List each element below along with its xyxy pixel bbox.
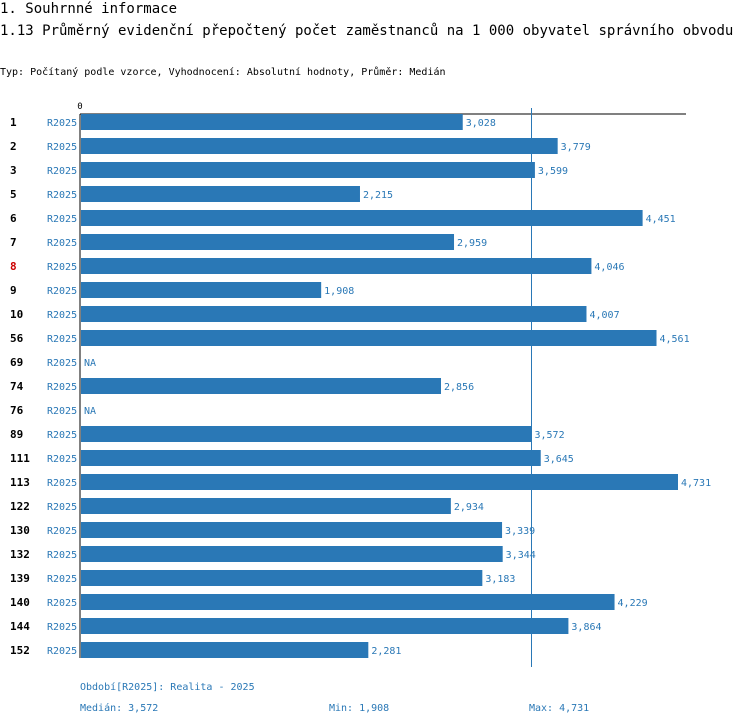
footer-median: Medián: 3,572 (80, 703, 159, 714)
category-label: 132 (10, 548, 30, 561)
period-label: R2025 (47, 238, 77, 249)
bar-chart: 0 1 R2025 3,028 2 R2025 3,779 3 R2025 3,599 5 R2025… (10, 102, 711, 667)
data-label: 4,731 (681, 478, 711, 489)
category-label: 69 (10, 356, 23, 369)
period-label: R2025 (47, 214, 77, 225)
data-label: 4,007 (589, 310, 619, 321)
category-label: 140 (10, 596, 30, 609)
chart-title: 1.13 Průměrný evidenční přepočtený počet… (0, 23, 734, 39)
category-label: 144 (10, 620, 30, 633)
category-label: 56 (10, 332, 24, 345)
category-label: 139 (10, 572, 30, 585)
period-label: R2025 (47, 574, 77, 585)
category-label: 122 (10, 500, 30, 513)
period-label: R2025 (47, 502, 77, 513)
data-label: 1,908 (324, 286, 354, 297)
period-label: R2025 (47, 622, 77, 633)
period-label: R2025 (47, 310, 77, 321)
category-label: 111 (10, 452, 30, 465)
period-label: R2025 (47, 382, 77, 393)
bar (81, 426, 532, 442)
bar (81, 594, 615, 610)
period-label: R2025 (47, 334, 77, 345)
category-label: 152 (10, 644, 30, 657)
category-label: 10 (10, 308, 23, 321)
data-label: NA (84, 406, 96, 417)
period-label: R2025 (47, 358, 77, 369)
category-label: 1 (10, 116, 17, 129)
bar (81, 546, 503, 562)
category-label: 5 (10, 188, 17, 201)
category-label: 7 (10, 236, 17, 249)
period-label: R2025 (47, 190, 77, 201)
bar (81, 522, 503, 538)
data-label: 4,046 (594, 262, 624, 273)
data-label: 3,864 (571, 622, 601, 633)
data-label: 4,561 (660, 334, 690, 345)
data-label: 2,856 (444, 382, 474, 393)
bar (81, 330, 657, 346)
period-label: R2025 (47, 286, 77, 297)
period-label: R2025 (47, 430, 77, 441)
chart-subtitle: Typ: Počítaný podle vzorce, Vyhodnocení:… (0, 67, 446, 78)
bar (81, 570, 483, 586)
period-label: R2025 (47, 118, 77, 129)
category-label: 113 (10, 476, 30, 489)
data-label: 3,645 (544, 454, 574, 465)
section-heading: 1. Souhrnné informace (0, 1, 178, 17)
footer-max: Max: 4,731 (529, 703, 590, 714)
period-label: R2025 (47, 550, 77, 561)
data-label: 3,344 (506, 550, 536, 561)
footer-period: Období[R2025]: Realita - 2025 (80, 682, 255, 693)
bar (81, 186, 360, 202)
period-label: R2025 (47, 478, 77, 489)
data-label: 3,183 (485, 574, 515, 585)
period-label: R2025 (47, 142, 77, 153)
period-label: R2025 (47, 166, 77, 177)
category-label: 6 (10, 212, 17, 225)
bar (81, 258, 592, 274)
category-label: 74 (10, 380, 24, 393)
data-label: 2,215 (363, 190, 393, 201)
bar (81, 450, 541, 466)
bar (81, 234, 455, 250)
bar (81, 618, 569, 634)
data-label: 3,599 (538, 166, 568, 177)
period-label: R2025 (47, 598, 77, 609)
x-axis-tick-label: 0 (77, 102, 82, 112)
data-label: NA (84, 358, 96, 369)
period-label: R2025 (47, 262, 77, 273)
data-label: 3,339 (505, 526, 535, 537)
bar (81, 498, 451, 514)
bar (81, 378, 441, 394)
category-label: 130 (10, 524, 30, 537)
period-label: R2025 (47, 454, 77, 465)
category-label: 3 (10, 164, 17, 177)
data-label: 3,028 (466, 118, 496, 129)
category-label: 8 (10, 260, 17, 273)
period-label: R2025 (47, 526, 77, 537)
data-label: 4,229 (618, 598, 648, 609)
bar (81, 474, 678, 490)
bar (81, 162, 535, 178)
category-label: 9 (10, 284, 17, 297)
data-label: 3,779 (561, 142, 591, 153)
category-label: 2 (10, 140, 17, 153)
period-label: R2025 (47, 646, 77, 657)
bar (81, 642, 369, 658)
data-label: 2,959 (457, 238, 487, 249)
category-label: 76 (10, 404, 24, 417)
bar (81, 210, 643, 226)
category-label: 89 (10, 428, 23, 441)
data-label: 3,572 (535, 430, 565, 441)
bar (81, 306, 587, 322)
bar (81, 138, 558, 154)
footer-min: Min: 1,908 (329, 703, 390, 714)
data-label: 2,934 (454, 502, 484, 513)
period-label: R2025 (47, 406, 77, 417)
bar (81, 114, 463, 130)
data-label: 2,281 (371, 646, 401, 657)
bar (81, 282, 322, 298)
data-label: 4,451 (646, 214, 676, 225)
